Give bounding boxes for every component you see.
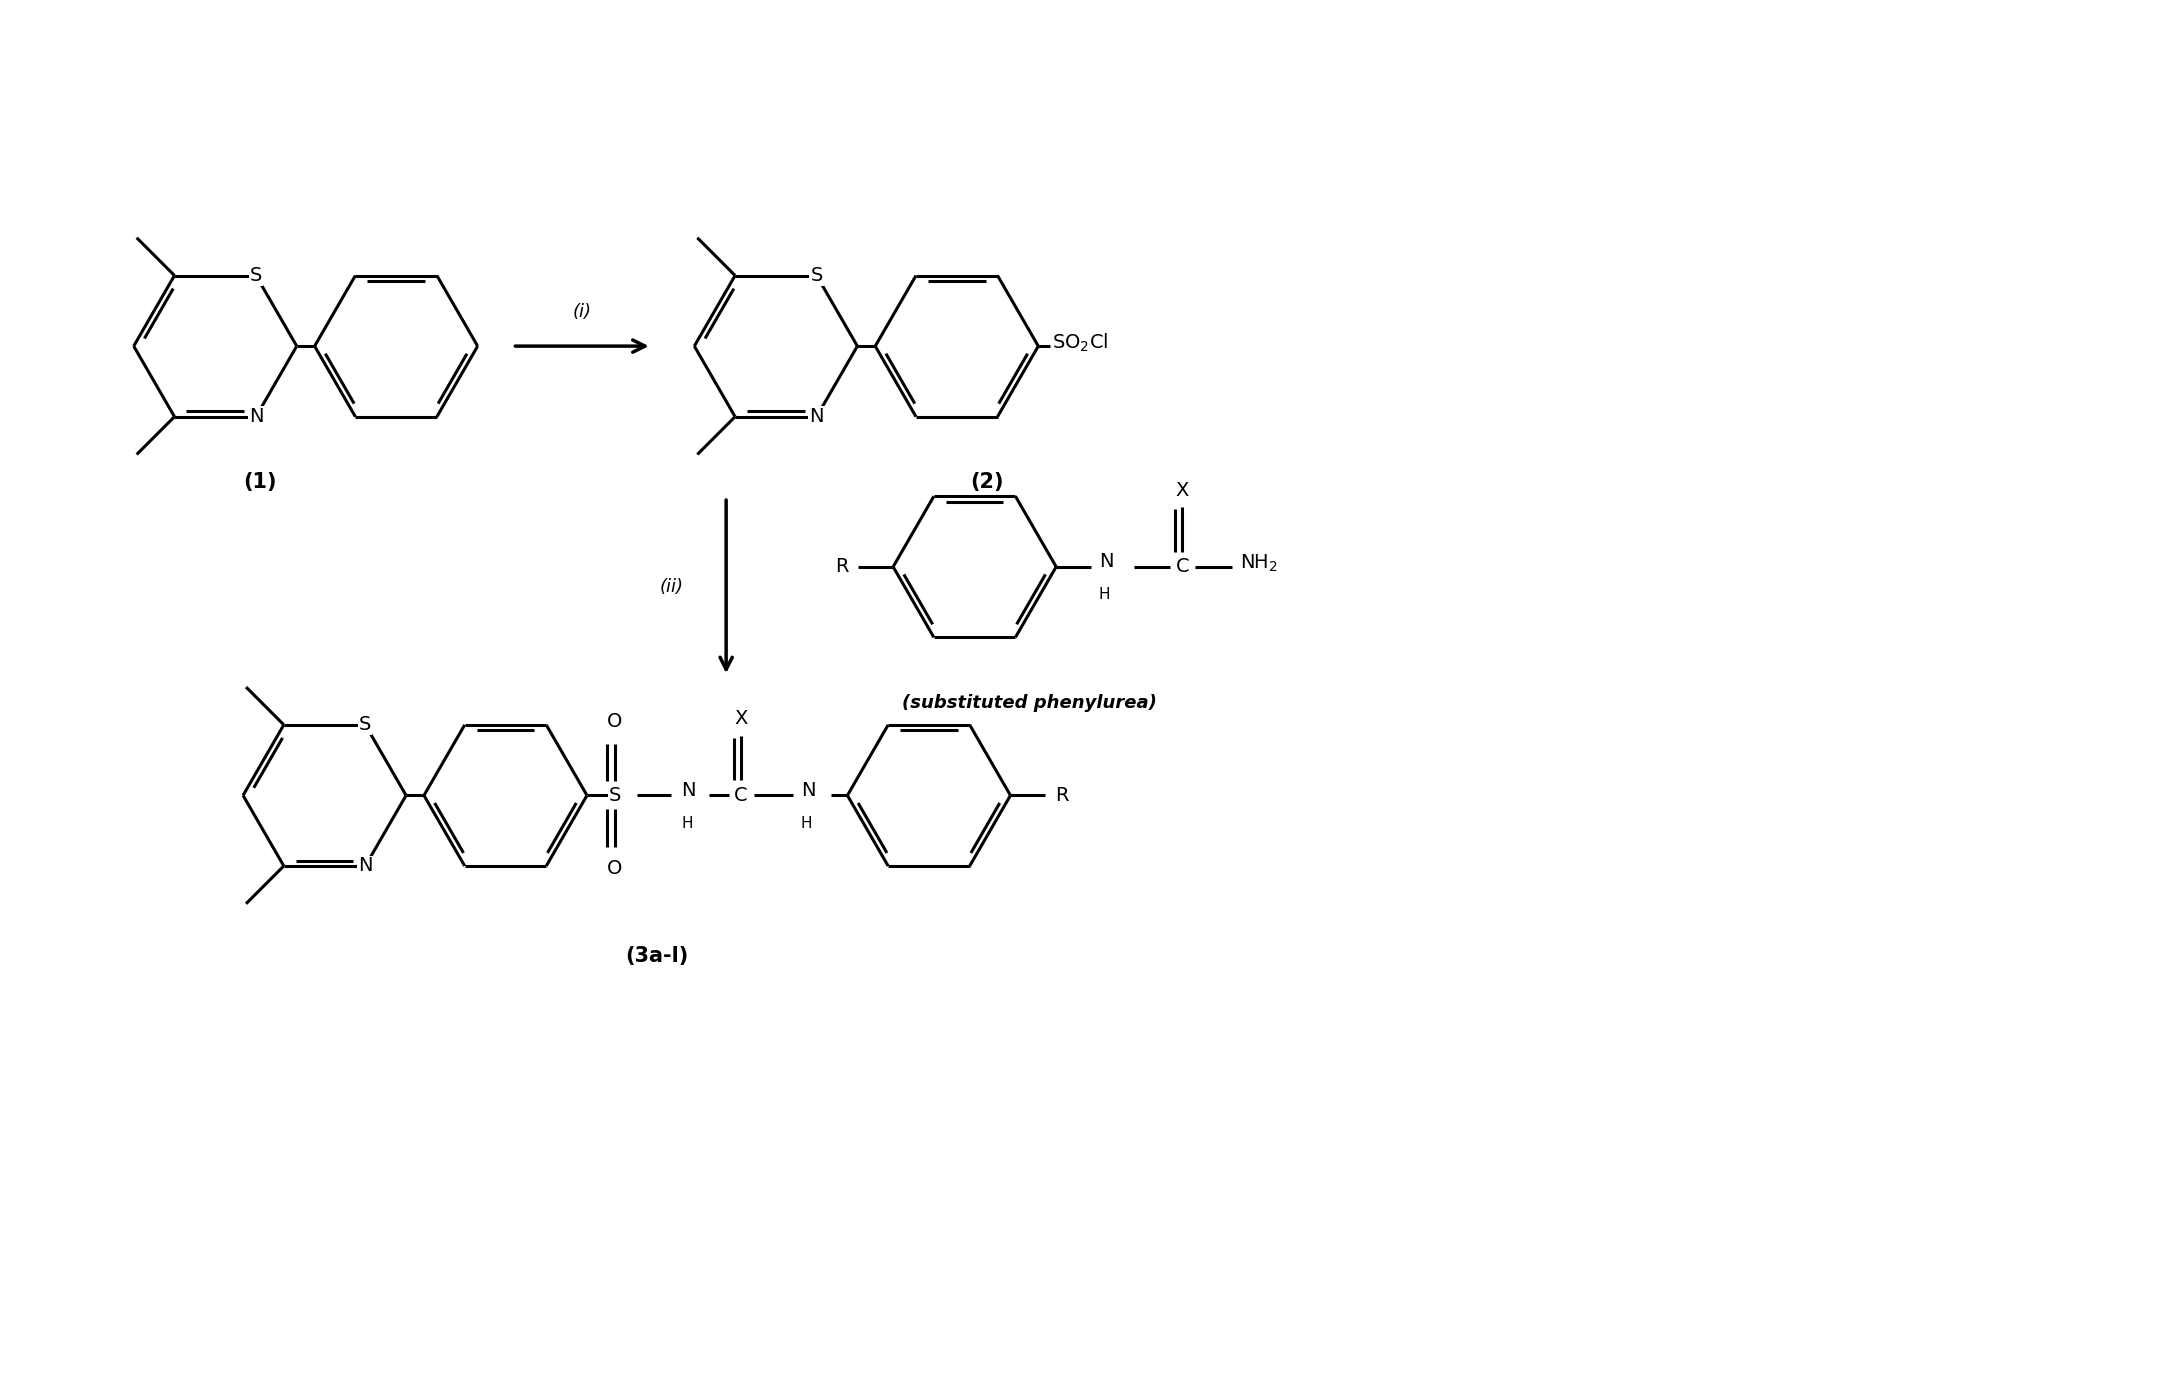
Text: S: S [249,266,262,284]
Text: (1): (1) [243,473,278,492]
Text: N: N [1099,552,1114,572]
Text: O: O [607,860,622,878]
Text: (3a-l): (3a-l) [624,947,687,966]
Text: C: C [735,786,748,804]
Text: N: N [249,407,262,427]
Text: N: N [681,781,696,800]
Text: S: S [360,715,371,735]
Text: H: H [681,815,694,831]
Text: H: H [1099,587,1110,602]
Text: N: N [809,407,824,427]
Text: (2): (2) [969,473,1004,492]
Text: O: O [607,712,622,732]
Text: NH$_2$: NH$_2$ [1240,553,1277,574]
Text: (i): (i) [572,304,592,321]
Text: R: R [835,558,848,576]
Text: X: X [1175,481,1188,499]
Text: H: H [800,815,813,831]
Text: X: X [735,710,748,729]
Text: SO$_2$Cl: SO$_2$Cl [1051,332,1108,354]
Text: N: N [358,856,373,875]
Text: N: N [800,781,815,800]
Text: S: S [811,266,824,284]
Text: (substituted phenylurea): (substituted phenylurea) [902,694,1158,712]
Text: R: R [1056,786,1069,804]
Text: S: S [609,786,620,804]
Text: (ii): (ii) [659,577,683,595]
Text: C: C [1175,558,1190,576]
